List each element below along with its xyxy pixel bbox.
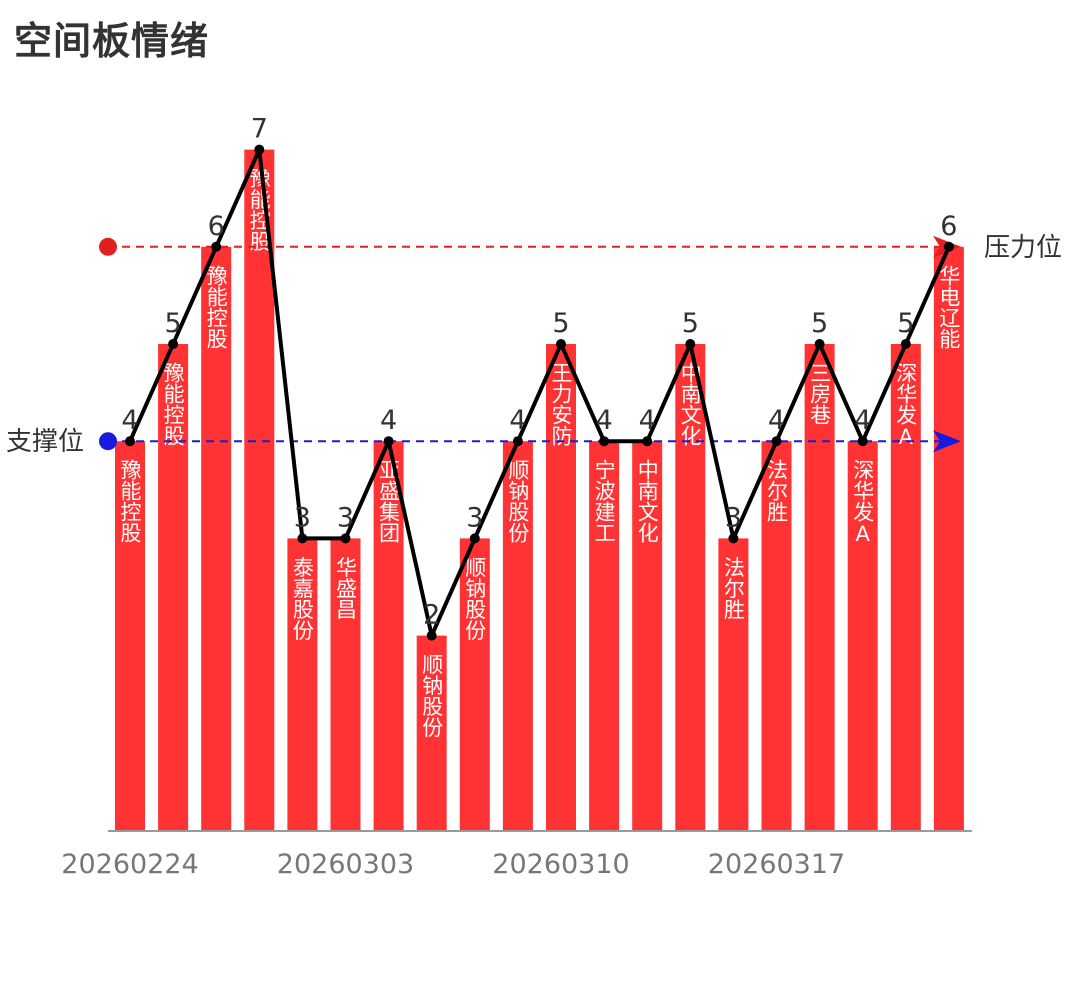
trend-point	[469, 533, 480, 544]
x-tick-label: 20260310	[492, 849, 629, 880]
bar	[416, 635, 447, 830]
trend-point	[512, 436, 523, 447]
trend-point	[814, 339, 825, 349]
bar	[244, 149, 275, 831]
value-label: 3	[294, 502, 311, 533]
trend-point	[728, 533, 739, 544]
bar-name-label: 三房巷	[808, 362, 832, 425]
value-label: 6	[940, 211, 957, 242]
x-tick-label: 20260317	[708, 849, 845, 880]
value-label: 5	[897, 308, 914, 339]
bar-name-label: 中南文化	[635, 459, 659, 543]
bar-name-label: 顺钠股份	[463, 556, 487, 640]
bar	[675, 344, 706, 830]
bar-name-label: 华盛昌	[334, 556, 358, 619]
trend-point	[599, 436, 610, 447]
bar	[373, 441, 404, 830]
bar-name-label: 法尔胜	[765, 459, 789, 522]
bar	[718, 538, 749, 830]
trend-point	[297, 533, 308, 544]
value-label: 7	[251, 114, 268, 145]
bar-name-label: 顺钠股份	[420, 654, 444, 738]
value-label: 6	[208, 211, 225, 242]
trend-point	[943, 241, 954, 252]
trend-point	[211, 241, 222, 252]
value-label: 4	[509, 405, 526, 436]
trend-point	[685, 339, 696, 349]
x-tick-label: 20260303	[277, 849, 414, 880]
bar	[761, 441, 792, 830]
trend-point	[556, 339, 566, 349]
bar-name-label: 顺钠股份	[506, 459, 530, 543]
value-label: 3	[725, 502, 742, 533]
bar	[330, 538, 361, 830]
value-label: 5	[682, 308, 699, 339]
bar-name-label: 宁波建工	[592, 459, 616, 543]
bar	[287, 538, 318, 830]
trend-point	[426, 630, 437, 641]
x-axis-group: 20260224 20260303 20260310 20260317	[61, 830, 972, 880]
trend-point	[900, 339, 911, 349]
page-title: 空间板情绪	[14, 19, 210, 63]
reference-line-arrow	[933, 430, 961, 453]
bar-name-label: 豫能控股	[118, 459, 142, 543]
trend-point	[771, 436, 782, 447]
value-label: 5	[165, 308, 182, 339]
bar	[589, 441, 620, 830]
bar	[847, 441, 878, 830]
trend-line	[128, 147, 951, 638]
value-label: 4	[596, 405, 613, 436]
trend-point	[857, 436, 868, 447]
bar-name-label: 深华发A	[851, 459, 875, 546]
bar	[502, 441, 533, 830]
value-label: 4	[768, 405, 785, 436]
value-label: 4	[639, 405, 656, 436]
bar	[632, 441, 663, 830]
trend-point	[125, 436, 135, 447]
reference-line-label: 压力位	[984, 233, 1062, 263]
trend-point	[340, 533, 351, 544]
bar-name-label: 法尔胜	[721, 556, 745, 619]
bar	[546, 344, 576, 830]
value-label: 5	[552, 308, 569, 339]
reference-line-start-dot	[99, 237, 117, 256]
value-label: 2	[423, 600, 440, 631]
x-tick-label: 20260224	[61, 849, 198, 880]
bar-name-label: 华电辽能	[937, 265, 961, 349]
value-label: 4	[380, 405, 397, 436]
reference-line-start-dot	[99, 432, 117, 451]
bar	[459, 538, 490, 830]
bar-name-label: 豫能控股	[204, 265, 228, 349]
bar	[804, 344, 835, 830]
bars-group	[115, 149, 964, 831]
value-label: 4	[854, 405, 871, 436]
bar-name-label: 王力安防	[549, 362, 573, 446]
value-label: 4	[121, 405, 138, 436]
bar	[890, 344, 921, 830]
trend-line-group	[125, 144, 954, 641]
bar-name-label: 深华发A	[894, 362, 918, 449]
value-label: 5	[811, 308, 828, 339]
bar	[158, 344, 189, 830]
bar	[933, 246, 964, 831]
trend-point	[383, 436, 394, 447]
bar-name-label: 泰嘉股份	[290, 556, 314, 640]
trend-point	[254, 144, 265, 155]
bar	[115, 441, 145, 830]
reference-line-label: 支撑位	[6, 427, 84, 457]
trend-point	[168, 339, 179, 349]
value-label: 3	[466, 502, 483, 533]
bar	[201, 246, 232, 831]
trend-point	[642, 436, 653, 447]
value-label: 3	[337, 502, 354, 533]
bar-name-label: 豫能控股	[161, 362, 185, 446]
